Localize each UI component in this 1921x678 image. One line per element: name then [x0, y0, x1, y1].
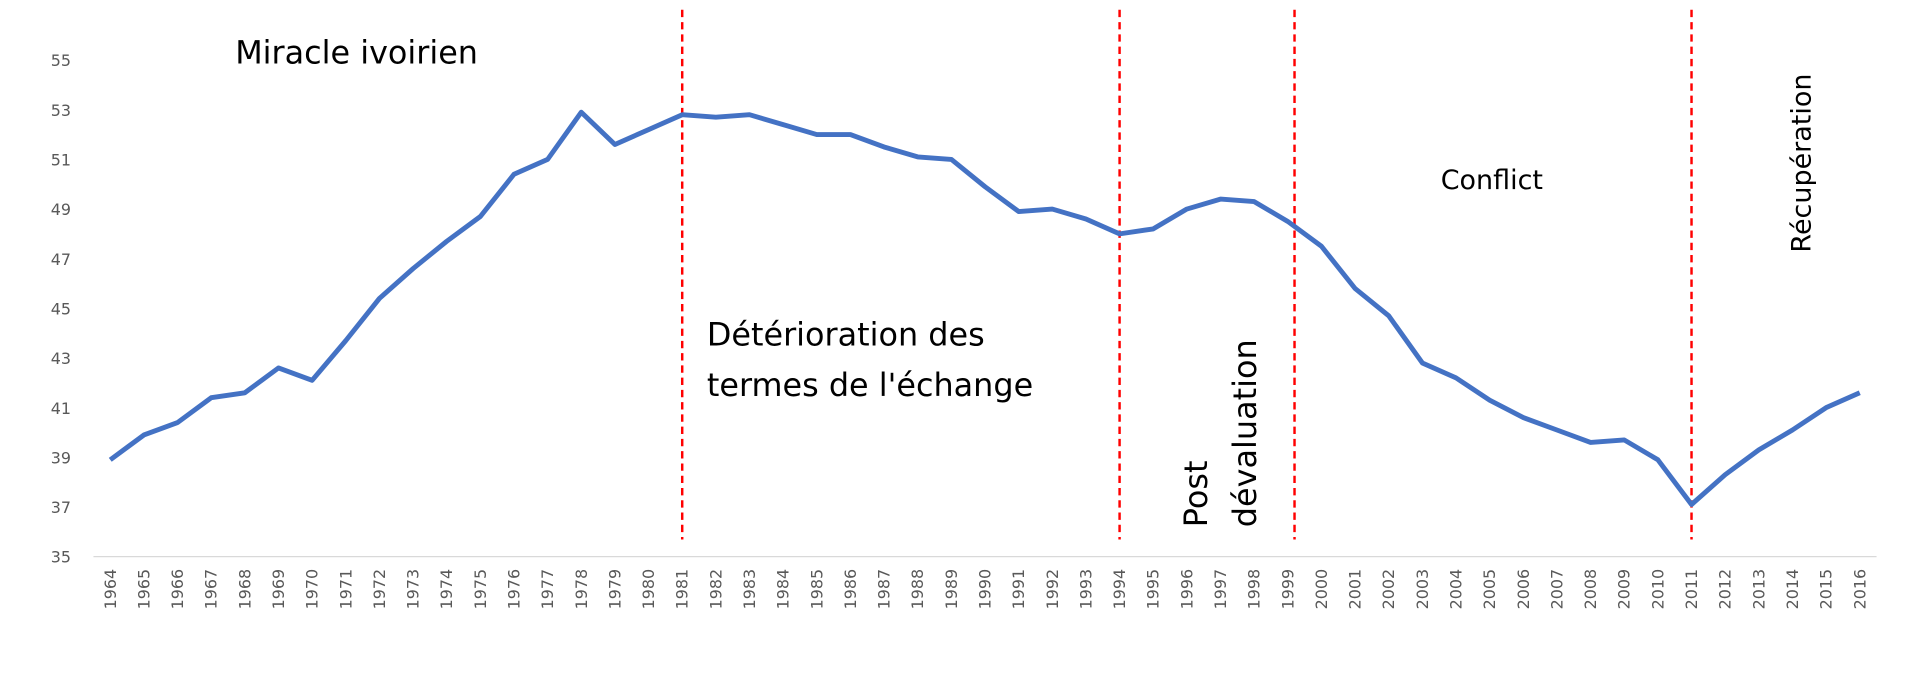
y-tick-label: 47 [51, 250, 71, 269]
y-tick-label: 53 [51, 101, 71, 120]
x-tick-label: 1990 [976, 569, 995, 610]
y-tick-label: 39 [51, 448, 71, 467]
x-tick-label: 1969 [269, 569, 288, 610]
annotation: dévaluation [1226, 339, 1264, 527]
x-tick-label: 1980 [639, 569, 658, 610]
annotation: Miracle ivoirien [235, 34, 478, 72]
x-tick-label: 1972 [370, 569, 389, 610]
annotation: termes de l'échange [707, 366, 1033, 404]
x-tick-label: 1995 [1144, 569, 1163, 610]
x-tick-label: 2009 [1615, 569, 1634, 610]
x-tick-label: 1994 [1110, 569, 1129, 610]
x-tick-label: 1977 [538, 569, 557, 610]
x-tick-label: 1974 [437, 569, 456, 610]
x-tick-label: 1975 [471, 569, 490, 610]
x-tick-label: 1966 [168, 569, 187, 610]
x-tick-label: 2008 [1581, 569, 1600, 610]
x-tick-label: 1978 [572, 569, 591, 610]
y-tick-label: 35 [51, 548, 71, 567]
x-tick-label: 1973 [404, 569, 423, 610]
x-tick-label: 1984 [774, 569, 793, 610]
x-tick-label: 1965 [134, 569, 153, 610]
x-tick-label: 1968 [235, 569, 254, 610]
x-tick-label: 2004 [1447, 569, 1466, 610]
x-tick-label: 1986 [841, 569, 860, 610]
x-tick-label: 1987 [875, 569, 894, 610]
x-tick-label: 1985 [807, 569, 826, 610]
y-tick-label: 43 [51, 349, 71, 368]
x-tick-label: 1976 [505, 569, 524, 610]
x-tick-label: 2010 [1648, 569, 1667, 610]
annotation: Récupération [1787, 74, 1818, 253]
x-tick-label: 2000 [1312, 569, 1331, 610]
annotation: Détérioration des [707, 316, 985, 354]
x-tick-label: 1993 [1076, 569, 1095, 610]
x-tick-label: 1979 [605, 569, 624, 610]
x-tick-label: 1989 [942, 569, 961, 610]
x-tick-label: 2011 [1682, 569, 1701, 610]
x-tick-label: 2012 [1716, 569, 1735, 610]
x-tick-label: 1991 [1009, 569, 1028, 610]
x-tick-label: 1992 [1043, 569, 1062, 610]
y-tick-label: 55 [51, 51, 71, 70]
x-tick-label: 2014 [1783, 569, 1802, 610]
y-tick-label: 37 [51, 498, 71, 517]
y-tick-label: 45 [51, 299, 71, 318]
x-tick-label: 1981 [673, 569, 692, 610]
y-tick-label: 49 [51, 200, 71, 219]
x-tick-label: 1988 [908, 569, 927, 610]
x-tick-label: 2005 [1480, 569, 1499, 610]
y-tick-label: 51 [51, 151, 71, 170]
x-tick-label: 1964 [101, 569, 120, 610]
x-tick-label: 2001 [1346, 569, 1365, 610]
x-tick-label: 1970 [303, 569, 322, 610]
data-line [108, 109, 1861, 507]
x-tick-label: 1996 [1177, 569, 1196, 610]
x-tick-label: 2015 [1817, 569, 1836, 610]
y-tick-label: 41 [51, 399, 71, 418]
x-tick-label: 2006 [1514, 569, 1533, 610]
x-tick-label: 2003 [1413, 569, 1432, 610]
x-tick-label: 1983 [740, 569, 759, 610]
x-tick-label: 2013 [1749, 569, 1768, 610]
x-tick-label: 1982 [706, 569, 725, 610]
annotation: Conflict [1441, 165, 1543, 196]
annotation: Post [1177, 461, 1215, 528]
x-tick-label: 1998 [1245, 569, 1264, 610]
x-tick-label: 2007 [1547, 569, 1566, 610]
x-tick-label: 1999 [1278, 569, 1297, 610]
x-tick-label: 2016 [1850, 569, 1869, 610]
x-tick-label: 1997 [1211, 569, 1230, 610]
x-tick-label: 1971 [336, 569, 355, 610]
x-tick-label: 2002 [1379, 569, 1398, 610]
x-tick-label: 1967 [202, 569, 221, 610]
